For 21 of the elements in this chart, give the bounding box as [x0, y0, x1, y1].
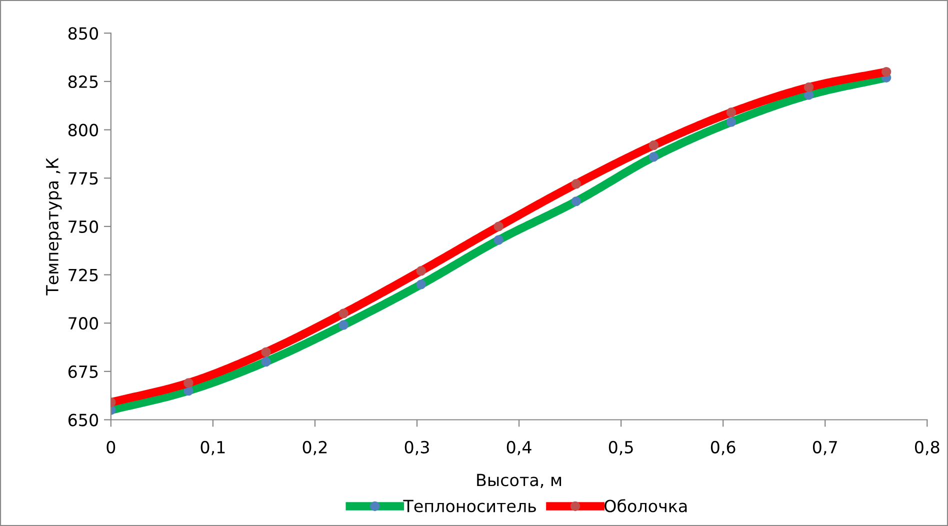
y-tick-label: 775 — [68, 172, 98, 185]
legend-label: Оболочка — [604, 499, 687, 512]
y-tick-label: 800 — [68, 124, 98, 136]
x-tick-label: 0,5 — [608, 440, 633, 456]
y-tick-label: 700 — [68, 317, 98, 330]
y-tick-label: 675 — [68, 365, 98, 378]
y-tick-label: 850 — [68, 27, 98, 40]
y-tick-label: 825 — [68, 75, 98, 88]
x-tick-label: 0,1 — [200, 440, 225, 456]
y-tick-label: 650 — [68, 414, 98, 426]
x-tick-label: 0 — [106, 440, 116, 454]
x-axis-title: Высота, м — [477, 474, 562, 488]
x-tick-label: 0,4 — [506, 440, 532, 456]
x-tick-label: 0,8 — [914, 440, 940, 456]
x-tick-label: 0,2 — [302, 440, 327, 456]
x-tick-label: 0,7 — [812, 440, 837, 456]
x-tick-label: 0,3 — [404, 440, 429, 456]
y-tick-label: 725 — [68, 268, 98, 282]
y-axis-title: Температура ,К — [46, 158, 62, 296]
x-tick-label: 0,6 — [710, 440, 736, 456]
y-tick-label: 750 — [68, 220, 98, 234]
